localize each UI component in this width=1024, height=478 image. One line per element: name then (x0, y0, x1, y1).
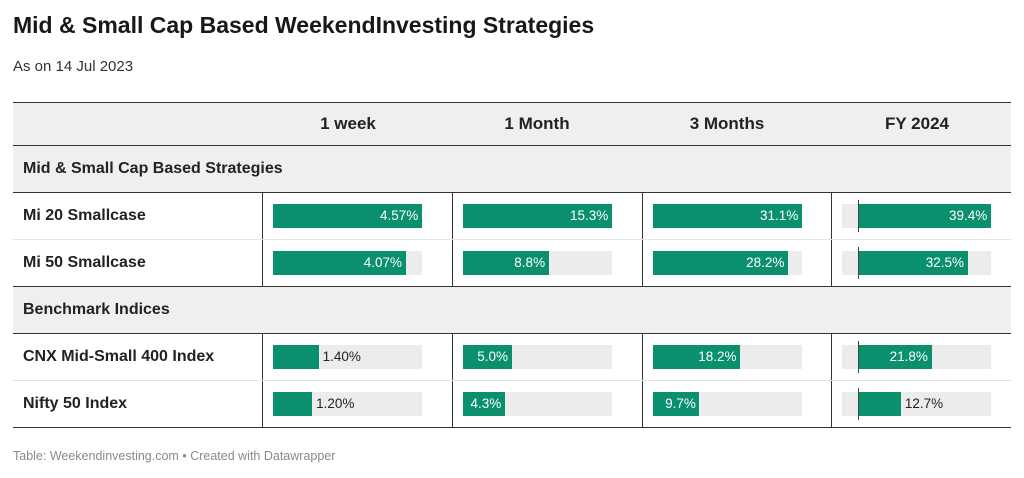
column-header-1-month[interactable]: 1 Month (504, 114, 570, 133)
table-row: CNX Mid-Small 400 Index 1.40% 5.0% 18.2% 21… (13, 334, 1011, 381)
row-label: Mi 50 Smallcase (23, 254, 146, 271)
bar[interactable] (653, 204, 802, 228)
bar-cell-fy-2024: 32.5% (831, 240, 1012, 286)
bar-track: 21.8% (842, 345, 991, 369)
bar-cell-fy-2024: 39.4% (831, 193, 1012, 239)
bar[interactable] (463, 392, 505, 416)
bar-track: 28.2% (653, 251, 802, 275)
bar-cell-3-months: 28.2% (642, 240, 833, 286)
group-header: Benchmark Indices (13, 287, 1011, 334)
bar-track: 8.8% (463, 251, 612, 275)
bar[interactable] (653, 345, 741, 369)
table-row: Mi 20 Smallcase 4.57% 15.3% 31.1% 39.4% (13, 193, 1011, 240)
credit-note: Created with Datawrapper (190, 449, 336, 463)
bar[interactable] (858, 204, 991, 228)
bar-value-label: 18.2% (698, 349, 737, 364)
zero-axis-line (858, 388, 859, 420)
bar-value-label: 4.3% (470, 396, 502, 411)
bar-track: 4.57% (273, 204, 422, 228)
bar[interactable] (463, 251, 549, 275)
bar[interactable] (858, 345, 932, 369)
bar-track: 39.4% (842, 204, 991, 228)
zero-axis-line (858, 200, 859, 232)
bar-track: 18.2% (653, 345, 802, 369)
bar-value-label: 4.07% (363, 255, 402, 270)
bar-cell-1-month: 8.8% (452, 240, 643, 286)
column-header-3-months[interactable]: 3 Months (689, 114, 765, 133)
column-header-1-week[interactable]: 1 week (320, 114, 376, 133)
table-header: 1 week 1 Month 3 Months FY 2024 (13, 102, 1011, 146)
bar-cell-1-week: 4.07% (262, 240, 453, 286)
group-header: Mid & Small Cap Based Strategies (13, 146, 1011, 193)
source-note: Table: Weekendinvesting.com (13, 449, 179, 463)
bar-cell-3-months: 18.2% (642, 334, 833, 380)
bar-track: 5.0% (463, 345, 612, 369)
group-label: Benchmark Indices (23, 301, 170, 318)
bar-value-label: 39.4% (949, 208, 988, 223)
bar-track: 15.3% (463, 204, 612, 228)
table-row: Mi 50 Smallcase 4.07% 8.8% 28.2% 32.5% (13, 240, 1011, 287)
bar-cell-3-months: 31.1% (642, 193, 833, 239)
column-header-fy-2024[interactable]: FY 2024 (885, 114, 949, 133)
bar[interactable] (653, 392, 700, 416)
bar[interactable] (273, 204, 422, 228)
bar-value-label: 1.20% (316, 396, 355, 411)
bar-track: 1.20% (273, 392, 422, 416)
bar-track: 31.1% (653, 204, 802, 228)
zero-axis-line (858, 247, 859, 279)
bar-value-label: 21.8% (889, 349, 928, 364)
bar-track: 9.7% (653, 392, 802, 416)
bar-cell-1-month: 4.3% (452, 381, 643, 427)
bar[interactable] (463, 204, 612, 228)
chart-title: Mid & Small Cap Based WeekendInvesting S… (13, 12, 595, 38)
bar-cell-3-months: 9.7% (642, 381, 833, 427)
bar-cell-fy-2024: 12.7% (831, 381, 1012, 427)
bar-value-label: 15.3% (570, 208, 609, 223)
bar-track: 4.07% (273, 251, 422, 275)
bar-track: 4.3% (463, 392, 612, 416)
footer-separator: • (182, 449, 187, 463)
chart-subtitle: As on 14 Jul 2023 (13, 58, 134, 75)
bar[interactable] (858, 392, 901, 416)
bar[interactable] (273, 392, 313, 416)
bar-cell-1-week: 1.40% (262, 334, 453, 380)
row-label: CNX Mid-Small 400 Index (23, 348, 215, 365)
bar-value-label: 8.8% (514, 255, 546, 270)
bar[interactable] (653, 251, 789, 275)
bar[interactable] (858, 251, 968, 275)
bar-cell-1-week: 1.20% (262, 381, 453, 427)
bar[interactable] (273, 345, 319, 369)
bar-value-label: 9.7% (665, 396, 696, 411)
bar-cell-1-month: 15.3% (452, 193, 643, 239)
bar-value-label: 31.1% (760, 208, 799, 223)
bar[interactable] (463, 345, 512, 369)
bar-track: 12.7% (842, 392, 991, 416)
data-table: 1 week 1 Month 3 Months FY 2024 Mid & Sm… (13, 102, 1011, 428)
zero-axis-line (858, 341, 859, 373)
row-label: Nifty 50 Index (23, 395, 128, 412)
bar-value-label: 4.57% (380, 208, 419, 223)
group-label: Mid & Small Cap Based Strategies (23, 160, 283, 177)
bar-cell-1-month: 5.0% (452, 334, 643, 380)
bar-track: 32.5% (842, 251, 991, 275)
bar-cell-1-week: 4.57% (262, 193, 453, 239)
bar-value-label: 1.40% (322, 349, 361, 364)
bar[interactable] (273, 251, 406, 275)
row-label: Mi 20 Smallcase (23, 207, 146, 224)
bar-value-label: 12.7% (904, 396, 944, 411)
bar-value-label: 32.5% (925, 255, 964, 270)
bar-value-label: 5.0% (477, 349, 509, 364)
chart-footer: Table: Weekendinvesting.com • Created wi… (13, 449, 335, 463)
bar-track: 1.40% (273, 345, 422, 369)
bar-value-label: 28.2% (746, 255, 785, 270)
bar-cell-fy-2024: 21.8% (831, 334, 1012, 380)
table-row: Nifty 50 Index 1.20% 4.3% 9.7% 12.7% (13, 381, 1011, 428)
